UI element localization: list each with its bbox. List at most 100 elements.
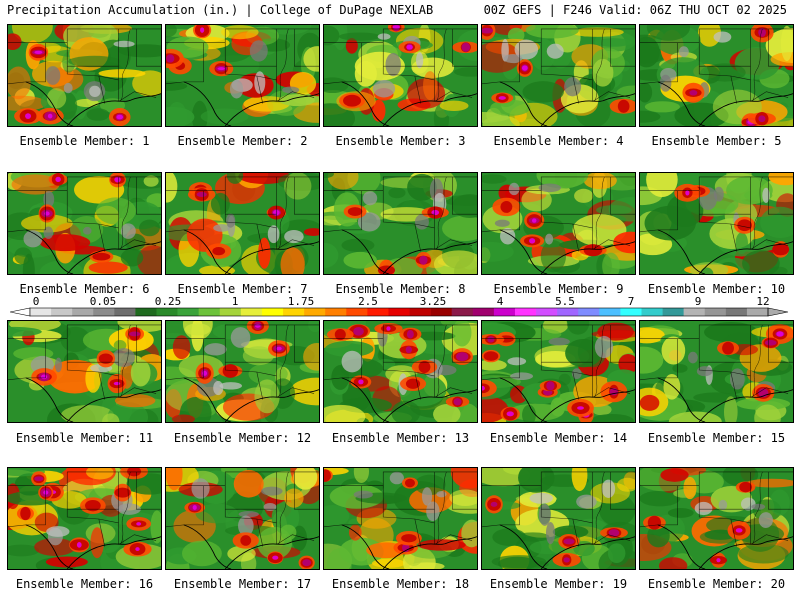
precip-area bbox=[450, 468, 477, 489]
light-precip-area bbox=[45, 66, 61, 85]
member-panel-20 bbox=[639, 467, 794, 570]
river bbox=[278, 324, 289, 398]
colorbar-swatch bbox=[662, 308, 684, 316]
heavy-precip-core bbox=[583, 244, 603, 257]
heavy-precip-core bbox=[114, 176, 121, 183]
precip-area bbox=[597, 322, 634, 341]
river bbox=[278, 28, 289, 102]
coastline bbox=[499, 524, 635, 569]
colorbar-swatch bbox=[30, 308, 52, 316]
precip-area bbox=[482, 41, 521, 73]
precip-area bbox=[482, 174, 507, 184]
light-precip-area bbox=[414, 214, 429, 230]
heavy-precip-core bbox=[405, 346, 412, 354]
coastline bbox=[499, 377, 635, 422]
river bbox=[120, 176, 131, 250]
river bbox=[752, 324, 763, 398]
colorbar-outline bbox=[29, 307, 769, 317]
colorbar-swatch bbox=[93, 308, 115, 316]
heavy-precip-core bbox=[737, 219, 752, 232]
light-precip-area bbox=[230, 327, 251, 348]
precip-area bbox=[195, 503, 239, 524]
light-precip-area bbox=[751, 503, 766, 510]
colorbar-swatch bbox=[325, 308, 347, 316]
precip-area bbox=[34, 538, 76, 556]
coastline bbox=[499, 81, 635, 126]
heavy-precip-core bbox=[343, 94, 362, 107]
light-precip-area bbox=[357, 212, 381, 232]
precip-area bbox=[417, 539, 466, 551]
precip-area bbox=[90, 527, 104, 559]
precip-area bbox=[768, 173, 793, 186]
precip-area bbox=[181, 540, 222, 567]
colorbar-tick-label: 12 bbox=[756, 296, 769, 308]
precip-area bbox=[303, 46, 319, 72]
heavy-precip-core bbox=[776, 331, 784, 337]
heavy-precip-core bbox=[482, 385, 485, 391]
chart-title: Precipitation Accumulation (in.) | Colle… bbox=[7, 3, 434, 17]
precip-area bbox=[490, 99, 531, 116]
precip-area bbox=[39, 234, 91, 252]
member-label-13: Ensemble Member: 13 bbox=[331, 431, 470, 445]
precip-area bbox=[525, 25, 579, 39]
colorbar-swatch bbox=[725, 308, 748, 316]
light-precip-area bbox=[758, 512, 773, 529]
light-precip-area bbox=[261, 486, 283, 496]
light-precip-area bbox=[507, 357, 527, 366]
light-precip-area bbox=[238, 515, 254, 537]
precip-area bbox=[780, 25, 793, 62]
colorbar-swatch bbox=[409, 308, 431, 316]
heavy-precip-core bbox=[764, 339, 777, 346]
heavy-precip-core bbox=[20, 506, 31, 521]
precip-area bbox=[324, 25, 340, 46]
precip-area bbox=[136, 245, 161, 274]
precip-area bbox=[130, 359, 151, 387]
precip-area bbox=[571, 468, 588, 492]
precip-area bbox=[242, 346, 274, 366]
colorbar-swatch bbox=[599, 308, 621, 316]
light-precip-area bbox=[538, 183, 561, 193]
precip-map-7 bbox=[166, 173, 319, 274]
precip-area bbox=[343, 251, 378, 269]
precip-map-4 bbox=[482, 25, 635, 126]
precip-area bbox=[596, 205, 632, 215]
precip-area bbox=[303, 342, 319, 371]
precip-area bbox=[646, 173, 678, 198]
light-precip-area bbox=[538, 503, 551, 526]
coastline bbox=[341, 81, 477, 126]
precip-area bbox=[221, 25, 259, 40]
member-label-16: Ensemble Member: 16 bbox=[15, 577, 154, 591]
coastline bbox=[183, 524, 319, 569]
heavy-precip-core bbox=[113, 381, 121, 386]
precip-area bbox=[279, 94, 315, 107]
colorbar-swatch bbox=[746, 308, 769, 316]
precip-area bbox=[95, 197, 136, 225]
state-borders bbox=[166, 28, 319, 104]
member-panel-8 bbox=[323, 172, 478, 275]
precip-map-2 bbox=[166, 25, 319, 126]
colorbar-swatch bbox=[430, 308, 453, 316]
heavy-precip-core bbox=[200, 27, 205, 33]
state-borders bbox=[640, 471, 793, 547]
light-precip-area bbox=[43, 190, 55, 208]
precip-area bbox=[388, 187, 406, 199]
light-precip-area bbox=[23, 230, 43, 248]
state-borders bbox=[640, 176, 793, 252]
heavy-precip-core bbox=[404, 478, 416, 488]
precip-area bbox=[238, 173, 291, 184]
member-label-1: Ensemble Member: 1 bbox=[19, 134, 150, 148]
heavy-precip-core bbox=[392, 25, 401, 29]
light-precip-area bbox=[389, 471, 404, 485]
precip-area bbox=[61, 404, 115, 422]
state-borders bbox=[8, 471, 161, 547]
precip-area bbox=[647, 524, 670, 548]
precip-area bbox=[45, 556, 88, 568]
precip-area bbox=[572, 214, 627, 247]
state-borders bbox=[482, 28, 635, 104]
river bbox=[120, 324, 131, 398]
colorbar-swatch bbox=[557, 308, 579, 316]
precip-area bbox=[254, 379, 280, 414]
precip-area bbox=[324, 173, 334, 178]
precip-area bbox=[283, 173, 312, 200]
precip-area bbox=[258, 237, 271, 269]
